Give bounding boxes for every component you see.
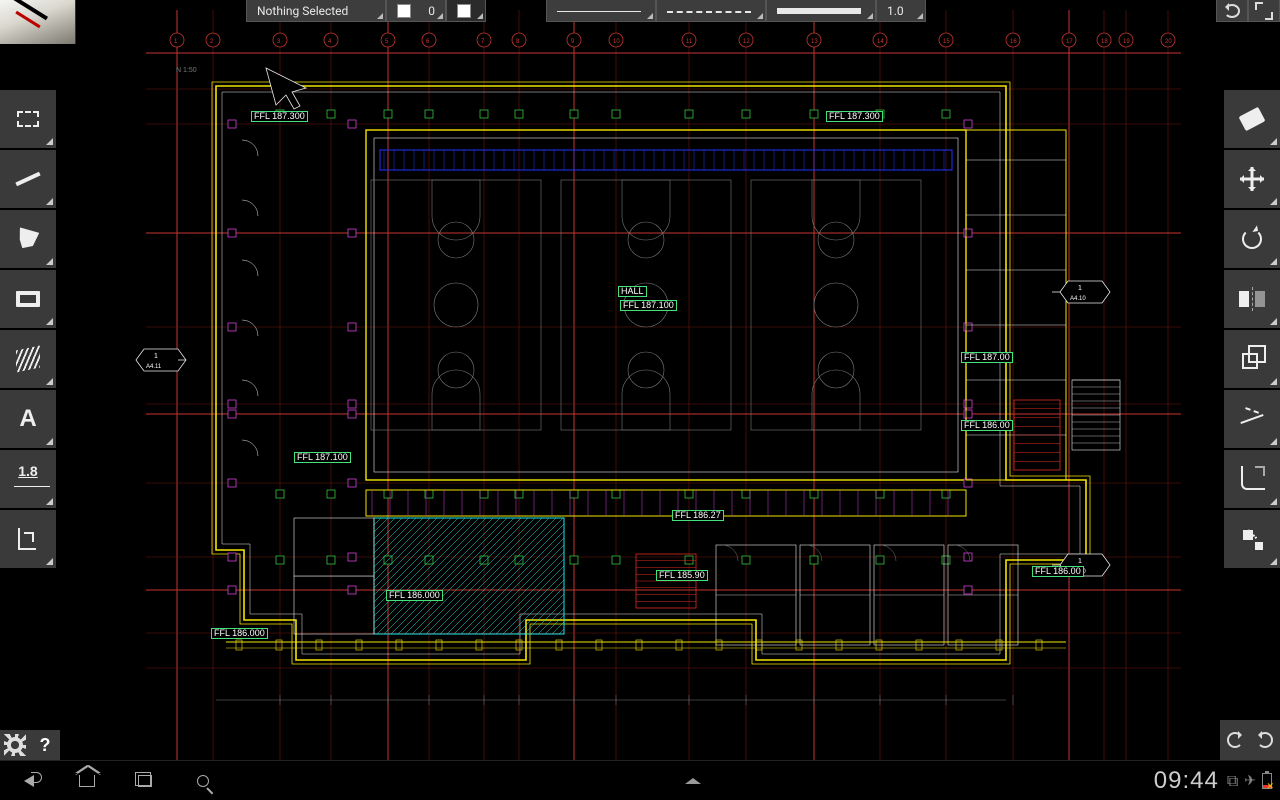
line-tool[interactable] [0, 150, 56, 208]
bottom-left-buttons: ? [0, 730, 60, 760]
drawing-label: FFL 187.300 [251, 111, 308, 122]
hatch-icon [16, 345, 40, 372]
left-toolbar: A [0, 90, 56, 568]
linetype-solid-dropdown[interactable] [546, 0, 656, 22]
selection-icon [17, 111, 39, 127]
scale-icon [1242, 349, 1262, 369]
dimension-tool[interactable] [0, 450, 56, 508]
layer-color-dropdown[interactable]: 0 [386, 0, 446, 22]
explode-icon [1243, 530, 1253, 540]
move-icon [1240, 167, 1264, 191]
scale-tool[interactable] [1224, 330, 1280, 388]
lineweight-dropdown[interactable] [766, 0, 876, 22]
drawing-label: HALL [618, 286, 647, 297]
rectangle-icon [16, 291, 40, 307]
erase-icon [1239, 107, 1266, 131]
system-navigation-bar: 09:44 ⧉ ✈ [0, 760, 1280, 800]
trim-tool[interactable] [1224, 390, 1280, 448]
line-icon [15, 172, 40, 187]
linetype-dashed-dropdown[interactable] [656, 0, 766, 22]
rotate-tool[interactable] [1224, 210, 1280, 268]
layer-color-display[interactable] [446, 0, 486, 22]
help-button[interactable]: ? [30, 730, 60, 760]
gear-icon [7, 737, 23, 753]
airplane-mode-icon: ✈ [1244, 773, 1256, 789]
help-icon: ? [40, 736, 51, 754]
battery-icon [1262, 773, 1272, 789]
wifi-icon: ⧉ [1227, 771, 1238, 791]
mirror-icon [1239, 289, 1265, 309]
status-clock: 09:44 [1154, 769, 1219, 793]
svg-text:N 1:50: N 1:50 [176, 67, 197, 74]
snap-icon [16, 528, 40, 550]
drawing-label: FFL 187.100 [294, 452, 351, 463]
fillet-tool[interactable] [1224, 450, 1280, 508]
home-icon [79, 775, 95, 787]
drawing-label: FFL 186.000 [211, 628, 268, 639]
lineweight-value-field[interactable]: 1.0 [876, 0, 926, 22]
layer-color-icon [457, 4, 471, 18]
explode-tool[interactable] [1224, 510, 1280, 568]
erase-tool[interactable] [1224, 90, 1280, 148]
search-button[interactable] [174, 761, 232, 800]
lineweight-value: 1.0 [887, 0, 904, 22]
text-tool[interactable]: A [0, 390, 56, 448]
cad-viewport[interactable]: 1234567891011121314151617181920N 1:501A4… [76, 0, 1216, 760]
recent-apps-button[interactable] [116, 761, 174, 800]
rotate-icon [1242, 229, 1262, 249]
search-icon [197, 775, 209, 787]
bottom-right-buttons [1220, 720, 1280, 760]
chevron-up-icon [685, 778, 701, 784]
svg-text:A4.11: A4.11 [146, 364, 162, 370]
fillet-icon [1241, 468, 1263, 490]
app-logo[interactable] [0, 0, 76, 44]
svg-text:1: 1 [154, 353, 158, 360]
recent-apps-icon [138, 775, 152, 787]
drawing-label: FFL 186.00 [1032, 566, 1084, 577]
undo-button[interactable] [1220, 720, 1250, 760]
refresh-button[interactable] [1216, 0, 1248, 22]
selection-dropdown[interactable]: Nothing Selected [246, 0, 386, 22]
drawing-label: FFL 185.90 [656, 570, 708, 581]
fullscreen-icon [1257, 4, 1271, 18]
drawing-label: FFL 187.00 [961, 352, 1013, 363]
dimension-icon [26, 472, 30, 486]
color-swatch-icon [397, 4, 411, 18]
redo-button[interactable] [1250, 720, 1280, 760]
undo-icon [1227, 732, 1243, 748]
layer-index: 0 [428, 0, 435, 22]
svg-text:A4.10: A4.10 [1070, 296, 1086, 302]
drawing-label: FFL 186.27 [672, 510, 724, 521]
drawing-label: FFL 187.300 [826, 111, 883, 122]
rectangle-tool[interactable] [0, 270, 56, 328]
status-icons: ⧉ ✈ [1227, 771, 1272, 791]
back-button[interactable] [0, 761, 58, 800]
svg-text:1: 1 [1078, 558, 1082, 565]
text-icon: A [19, 407, 36, 431]
expand-button[interactable] [664, 761, 722, 800]
move-tool[interactable] [1224, 150, 1280, 208]
top-toolbar: Nothing Selected 0 1.0 [0, 0, 1280, 44]
mirror-tool[interactable] [1224, 270, 1280, 328]
polyline-icon [16, 227, 39, 250]
snap-tool[interactable] [0, 510, 56, 568]
svg-text:1: 1 [1078, 285, 1082, 292]
polyline-tool[interactable] [0, 210, 56, 268]
home-button[interactable] [58, 761, 116, 800]
selection-label: Nothing Selected [257, 0, 348, 22]
redo-icon [1257, 732, 1273, 748]
right-toolbar [1224, 90, 1280, 568]
fullscreen-button[interactable] [1248, 0, 1280, 22]
drawing-label: FFL 187.100 [620, 300, 677, 311]
settings-button[interactable] [0, 730, 30, 760]
drawing-label: FFL 186.00 [961, 420, 1013, 431]
drawing-label: FFL 186.000 [386, 590, 443, 601]
select-tool[interactable] [0, 90, 56, 148]
trim-icon [1240, 414, 1263, 424]
back-icon [24, 775, 34, 787]
refresh-icon [1224, 4, 1240, 18]
hatch-tool[interactable] [0, 330, 56, 388]
